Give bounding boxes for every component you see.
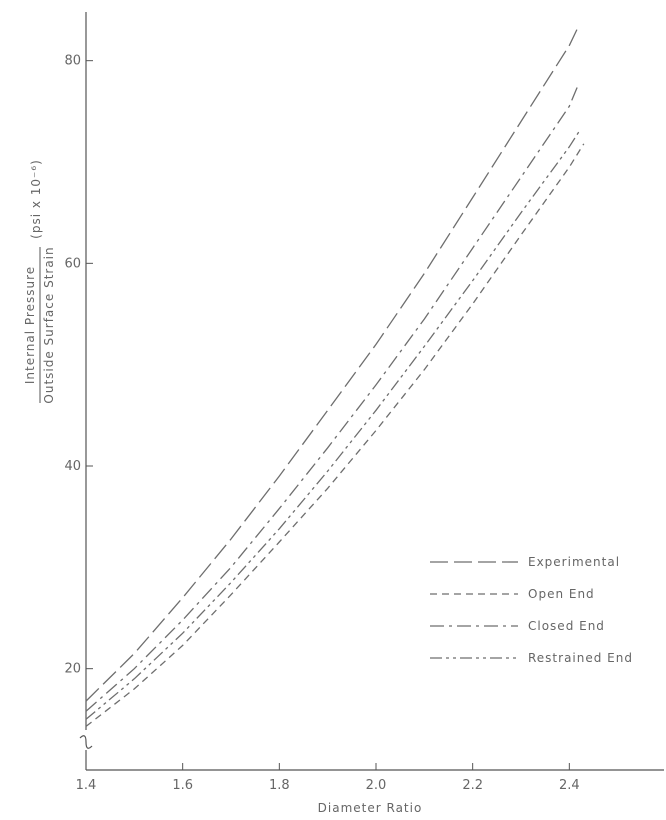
y-tick-label: 80 [64,54,81,69]
y-axis-label: Internal Pressure Outside Surface Strain… [23,159,56,403]
series-line-4 [85,131,580,720]
legend-label: Experimental [528,555,620,569]
x-tick-label: 2.4 [559,778,580,793]
series-line-3 [85,82,580,712]
x-tick-label: 1.4 [76,778,97,793]
legend: Experimental Open End Closed End Restrained… [430,555,633,665]
y-tick-label: 20 [64,662,81,677]
series-line-2 [85,143,585,727]
legend-label: Open End [528,587,595,601]
axes: 1.4 1.6 1.8 2.0 2.2 2.4 20 40 60 80 [64,12,664,793]
x-axis-label: Diameter Ratio [318,801,423,815]
x-tick-label: 2.0 [366,778,387,793]
x-tick-label: 1.8 [269,778,290,793]
y-axis-break [79,735,93,749]
y-axis-label-units: (psi x 10⁻⁶) [29,159,43,239]
y-axis-label-denominator: Outside Surface Strain [42,246,56,403]
x-tick-label: 2.2 [462,778,483,793]
y-tick-label: 60 [64,256,81,271]
legend-label: Restrained End [528,651,633,665]
x-tick-label: 1.6 [172,778,193,793]
y-axis-label-numerator: Internal Pressure [23,266,37,384]
series-layer [85,24,585,727]
legend-label: Closed End [528,619,605,633]
y-tick-label: 40 [64,459,81,474]
series-line-1 [85,24,580,702]
